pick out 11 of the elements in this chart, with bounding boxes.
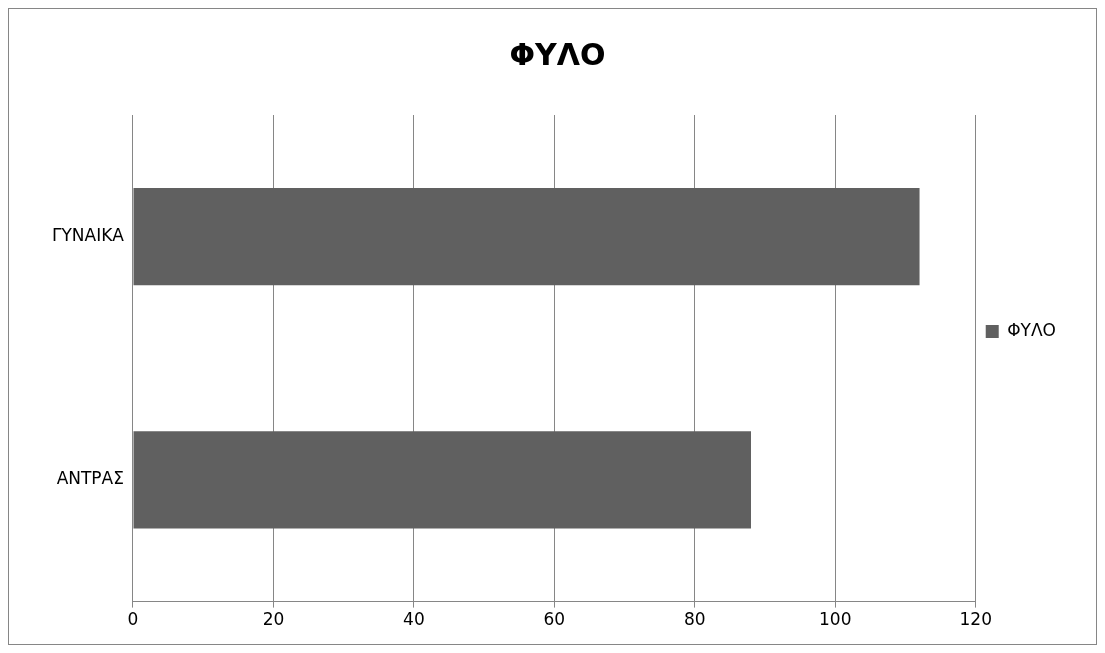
x-tick-label: 20 <box>262 609 285 630</box>
chart-title: ΦΥΛΟ <box>509 36 606 72</box>
x-tick-label: 100 <box>819 609 852 630</box>
x-tick-label: 40 <box>403 609 425 630</box>
legend-label: ΦΥΛΟ <box>1007 319 1057 340</box>
y-tick-label: ΓΥΝΑΙΚΑ <box>51 225 125 246</box>
y-tick-label: ΑΝΤΡΑΣ <box>56 468 124 489</box>
x-tick-label: 60 <box>543 609 566 630</box>
x-tick-label: 0 <box>127 609 139 630</box>
x-tick-label: 80 <box>683 609 706 630</box>
x-tick-label: 120 <box>959 609 992 630</box>
